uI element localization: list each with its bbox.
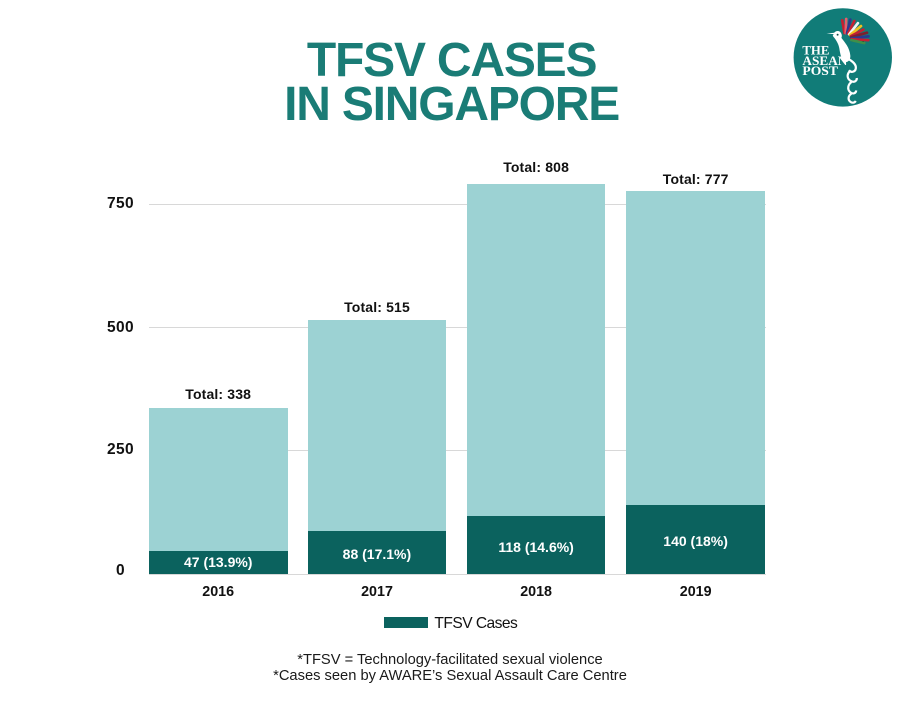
svg-text:POST: POST: [802, 64, 838, 78]
svg-text:THE: THE: [802, 44, 829, 58]
svg-text:ASEAN: ASEAN: [802, 54, 847, 68]
